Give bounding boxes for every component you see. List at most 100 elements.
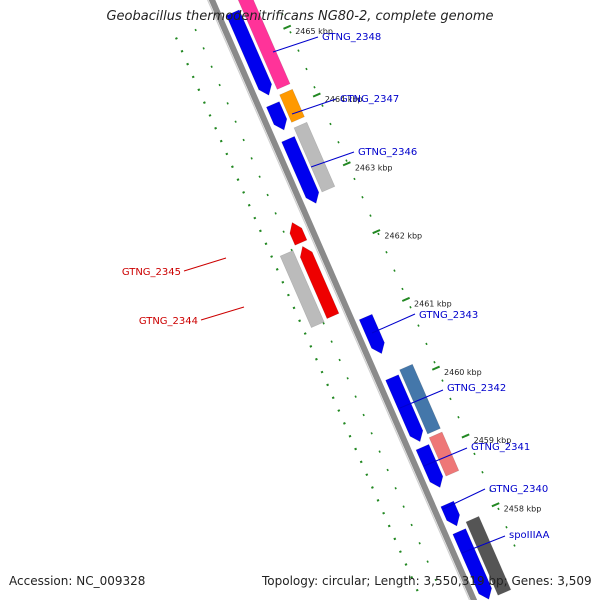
kbp-tick-label: 2459 kbp [474, 436, 512, 445]
gc-dot [250, 157, 253, 160]
gc-dot [258, 229, 262, 233]
label-leader-gtng_2345 [183, 257, 227, 272]
genome-backbone [206, 0, 478, 600]
gc-dot [415, 588, 419, 592]
gene-label-gtng_2348[interactable]: GTNG_2348 [322, 32, 381, 43]
gc-dot [197, 88, 201, 92]
gc-dot [385, 251, 388, 254]
gc-dot [281, 280, 285, 284]
label-leader-gtng_2341 [423, 447, 468, 467]
gc-dot [354, 395, 357, 398]
gc-dot [441, 379, 444, 382]
gc-dot [230, 165, 234, 169]
gene-label-gtng_2343[interactable]: GTNG_2343 [419, 310, 478, 321]
gene-label-gtng_2341[interactable]: GTNG_2341 [471, 442, 530, 453]
gene-label-gtng_2347[interactable]: GTNG_2347 [340, 94, 399, 105]
gc-skew-dots [174, 12, 516, 592]
gc-dot [242, 138, 245, 142]
cds-arrow-gtng_2340[interactable] [440, 500, 460, 527]
kbp-tick-mark [283, 24, 292, 30]
gc-dot [331, 396, 335, 400]
kbp-tick-mark [401, 296, 411, 302]
gc-dot [348, 434, 352, 438]
gc-dot [186, 62, 190, 66]
gc-dot [314, 357, 318, 361]
cds-arrow-gtng_2341[interactable] [415, 443, 444, 488]
gc-dot [505, 525, 508, 529]
gc-dot [393, 269, 396, 272]
gc-dot [410, 523, 413, 527]
feature-tracks [226, 0, 512, 600]
cog-block-gtng_2347[interactable] [279, 88, 305, 123]
gc-dot [354, 447, 358, 451]
cds-arrow-gtng_2347[interactable] [266, 101, 288, 131]
gc-dot [226, 102, 229, 105]
gc-dot [236, 178, 240, 181]
gc-dot [326, 383, 330, 387]
kbp-tick-mark [372, 229, 381, 235]
cds-arrow-gtng_2342[interactable] [385, 374, 424, 443]
gc-dot [497, 507, 500, 511]
gc-dot [309, 345, 313, 348]
accession-text: Accession: NC_009328 [9, 574, 146, 588]
gene-label-gtng_2342[interactable]: GTNG_2342 [447, 383, 506, 394]
gc-dot [274, 212, 277, 215]
kbp-tick-mark [312, 92, 321, 98]
cog-block-gtng_2348[interactable] [237, 0, 291, 90]
gc-dot [378, 450, 381, 453]
gc-dot [382, 511, 386, 515]
gc-dot [292, 306, 296, 310]
gene-label-spoiiiaa[interactable]: spoIIIAA [509, 530, 550, 541]
label-leader-spoiiiaa [461, 535, 506, 554]
label-leader-gtng_2343 [371, 313, 416, 334]
gene-labels: GTNG_2348 GTNG_2347 GTNG_2346 GTNG_2345 GTNG… [122, 32, 550, 554]
kbp-tick-mark [461, 433, 470, 439]
cds-arrow-spoiiiaa[interactable] [452, 528, 492, 600]
gc-dot [387, 524, 391, 528]
cog-block-gtng_2346[interactable] [293, 121, 336, 193]
gc-dot [417, 324, 420, 327]
gc-dot [473, 452, 476, 456]
cog-block-gtng_2341[interactable] [428, 431, 460, 477]
cds-arrow-gtng_2348[interactable] [226, 9, 272, 96]
cds-arrow-gtng_2346[interactable] [281, 136, 320, 204]
gc-dot [433, 361, 436, 364]
backbone-highlight [206, 0, 471, 600]
kbp-tick-label: 2463 kbp [355, 164, 393, 173]
cds-arrow-gtng_2344[interactable] [299, 245, 340, 319]
cog-block-spoiiiaa[interactable] [465, 515, 512, 596]
kbp-tick-label: 2458 kbp [504, 505, 542, 514]
gc-dot [297, 49, 300, 52]
map-title: Geobacillus thermodenitrificans NG80-2, … [106, 9, 494, 24]
gc-dot [330, 340, 333, 343]
gc-dot [401, 287, 404, 291]
gc-dot [219, 139, 223, 143]
gc-dot [214, 126, 218, 130]
gc-dot [225, 152, 229, 156]
kbp-tick-label: 2461 kbp [414, 299, 452, 308]
gc-content-ring [174, 37, 419, 592]
gc-dot [402, 505, 405, 508]
gc-dot [286, 293, 290, 297]
gene-label-gtng_2345[interactable]: GTNG_2345 [122, 267, 181, 278]
gene-label-gtng_2340[interactable]: GTNG_2340 [489, 484, 548, 495]
kbp-tick-label: 2462 kbp [384, 231, 422, 240]
gc-dot [264, 242, 268, 246]
kbp-tick-label: 2460 kbp [444, 368, 482, 377]
gc-dot [398, 550, 402, 554]
cds-arrow-gtng_2345[interactable] [289, 222, 308, 246]
label-leader-gtng_2340 [442, 488, 486, 510]
gc-dot [242, 191, 246, 194]
kbp-tick-mark [491, 502, 500, 508]
cog-block-gtng_2344[interactable] [279, 250, 325, 329]
gene-label-gtng_2344[interactable]: GTNG_2344 [139, 316, 198, 327]
gene-label-gtng_2346[interactable]: GTNG_2346 [358, 147, 417, 158]
gc-dot [362, 413, 365, 417]
gc-dot [194, 28, 197, 32]
gc-dot [337, 141, 340, 144]
gc-dot [218, 83, 221, 87]
gc-dot [370, 432, 373, 435]
gc-dot [386, 468, 389, 472]
cds-arrow-gtng_2343[interactable] [358, 313, 385, 355]
